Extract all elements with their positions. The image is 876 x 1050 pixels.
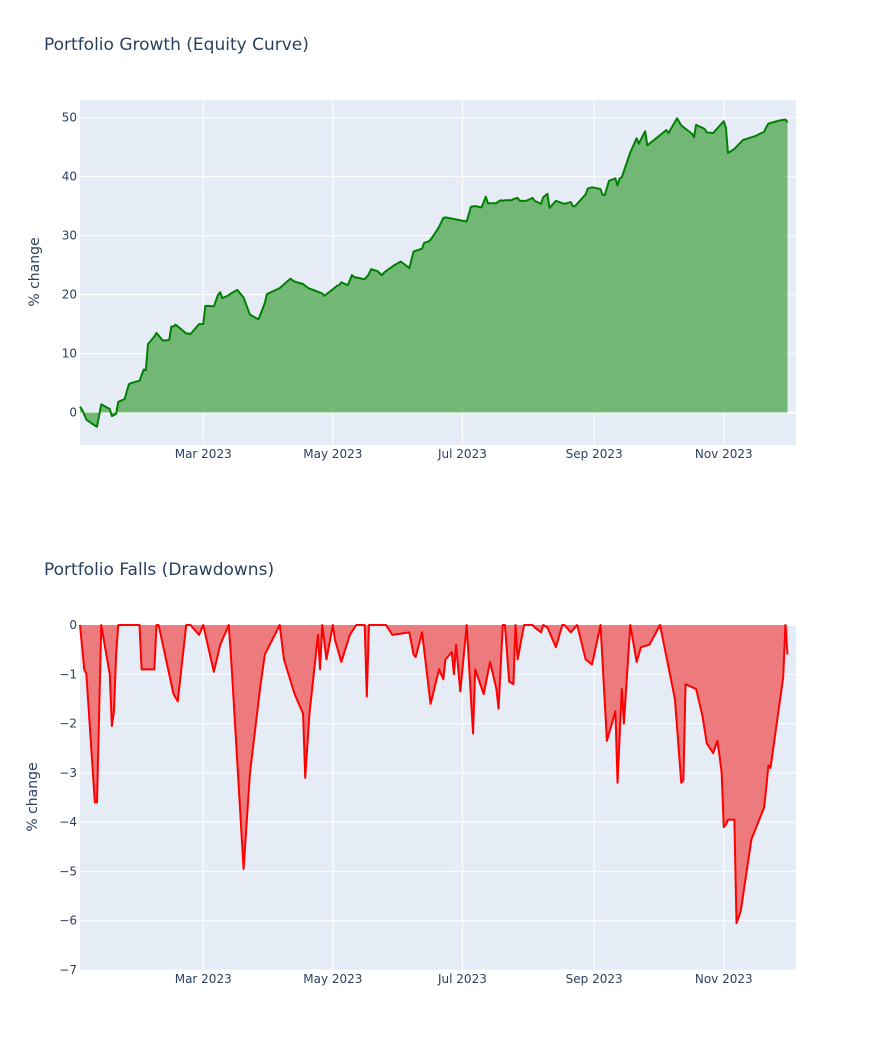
x-tick-label: Sep 2023 (566, 447, 623, 461)
y-tick-label: −1 (59, 667, 77, 681)
x-tick-label: May 2023 (303, 972, 362, 986)
y-tick-label: −4 (59, 815, 77, 829)
y-tick-label: −2 (59, 717, 77, 731)
equity-area-fill (80, 118, 788, 427)
drawdown-chart-title: Portfolio Falls (Drawdowns) (44, 560, 274, 580)
y-tick-label: −5 (59, 864, 77, 878)
drawdown-area-fill (80, 625, 788, 924)
equity-chart: Portfolio Growth (Equity Curve) Mar 2023… (27, 35, 796, 461)
y-tick-label: −7 (59, 963, 77, 977)
y-tick-label: 30 (62, 229, 77, 243)
drawdown-line (79, 624, 789, 925)
y-tick-label: 10 (62, 347, 77, 361)
y-tick-label: −3 (59, 766, 77, 780)
x-tick-label: Jul 2023 (437, 447, 487, 461)
x-tick-label: Nov 2023 (695, 447, 753, 461)
drawdown-x-tick-labels: Mar 2023 May 2023 Jul 2023 Sep 2023 Nov 2023 (175, 972, 753, 986)
y-tick-label: 50 (62, 111, 77, 125)
x-tick-label: Jul 2023 (437, 972, 487, 986)
y-tick-label: 0 (69, 618, 77, 632)
drawdown-y-axis-label: % change (25, 762, 41, 831)
y-tick-label: 0 (69, 406, 77, 420)
equity-y-axis-label: % change (27, 237, 43, 306)
y-tick-label: 20 (62, 288, 77, 302)
x-tick-label: May 2023 (303, 447, 362, 461)
equity-line (79, 117, 789, 428)
equity-x-tick-labels: Mar 2023 May 2023 Jul 2023 Sep 2023 Nov 2023 (175, 447, 753, 461)
x-tick-label: Nov 2023 (695, 972, 753, 986)
x-tick-label: Sep 2023 (566, 972, 623, 986)
y-tick-label: 40 (62, 170, 77, 184)
equity-chart-title: Portfolio Growth (Equity Curve) (44, 35, 309, 55)
drawdown-chart: Portfolio Falls (Drawdowns) Mar 2023 May … (25, 560, 796, 986)
equity-y-tick-labels: 0 10 20 30 40 50 (62, 111, 77, 420)
drawdown-y-tick-labels: 0 −1 −2 −3 −4 −5 −6 −7 (59, 618, 77, 977)
x-tick-label: Mar 2023 (175, 972, 232, 986)
x-tick-label: Mar 2023 (175, 447, 232, 461)
y-tick-label: −6 (59, 914, 77, 928)
